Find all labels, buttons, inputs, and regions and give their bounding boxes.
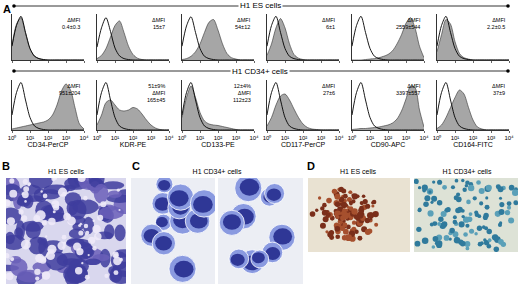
svg-text:H1 ES cells: H1 ES cells	[240, 1, 281, 10]
svg-text:B: B	[2, 160, 10, 172]
svg-text:A: A	[3, 3, 11, 15]
svg-text:10⁴: 10⁴	[334, 135, 344, 141]
svg-text:10¹: 10¹	[366, 135, 375, 141]
svg-text:10³: 10³	[147, 135, 156, 141]
svg-text:C: C	[132, 160, 140, 172]
svg-text:CD34-PerCP: CD34-PerCP	[28, 141, 69, 148]
svg-text:ΔMFI2559±544: ΔMFI2559±544	[396, 17, 421, 30]
svg-text:10³: 10³	[402, 135, 411, 141]
svg-text:D: D	[307, 160, 315, 172]
svg-text:10⁴: 10⁴	[164, 135, 174, 141]
svg-text:10¹: 10¹	[26, 135, 35, 141]
svg-text:H1 CD34+ cells: H1 CD34+ cells	[443, 168, 492, 175]
svg-text:ΔMFI6±1: ΔMFI6±1	[322, 17, 336, 30]
svg-text:ΔMFI3397±557: ΔMFI3397±557	[396, 83, 421, 96]
svg-text:H1 CD34+ cells: H1 CD34+ cells	[232, 67, 288, 76]
svg-text:ΔMFI54±12: ΔMFI54±12	[235, 17, 251, 30]
svg-text:10²: 10²	[299, 135, 308, 141]
svg-text:CD90-APC: CD90-APC	[371, 141, 406, 148]
svg-text:10⁰: 10⁰	[433, 134, 442, 141]
svg-text:51±9%ΔMFI165±45: 51±9%ΔMFI165±45	[147, 83, 166, 103]
svg-text:ΔMFI27±6: ΔMFI27±6	[322, 83, 336, 96]
svg-text:ΔMFI951±204: ΔMFI951±204	[59, 83, 81, 96]
svg-text:10²: 10²	[214, 135, 223, 141]
svg-text:ΔMFI2.2±0.5: ΔMFI2.2±0.5	[487, 17, 506, 30]
svg-text:KDR-PE: KDR-PE	[120, 141, 147, 148]
svg-text:10¹: 10¹	[111, 135, 120, 141]
svg-text:10⁴: 10⁴	[504, 135, 514, 141]
svg-text:H1 CD34+ cells: H1 CD34+ cells	[193, 168, 242, 175]
svg-text:H1 ES cells: H1 ES cells	[340, 168, 377, 175]
svg-text:CD117-PerCP: CD117-PerCP	[281, 141, 326, 148]
svg-text:10⁰: 10⁰	[348, 134, 357, 141]
svg-text:10¹: 10¹	[281, 135, 290, 141]
svg-text:10²: 10²	[129, 135, 138, 141]
svg-text:10³: 10³	[317, 135, 326, 141]
svg-text:10⁴: 10⁴	[249, 135, 259, 141]
svg-text:H1 ES cells: H1 ES cells	[48, 168, 85, 175]
svg-text:10¹: 10¹	[196, 135, 205, 141]
svg-text:10⁰: 10⁰	[263, 134, 272, 141]
svg-text:ΔMFI15±7: ΔMFI15±7	[152, 17, 166, 30]
svg-text:ΔMFI0.4±0.3: ΔMFI0.4±0.3	[62, 17, 81, 30]
svg-text:CD164-FITC: CD164-FITC	[453, 141, 493, 148]
svg-text:10⁴: 10⁴	[79, 135, 89, 141]
svg-text:10²: 10²	[384, 135, 393, 141]
svg-text:10⁴: 10⁴	[419, 135, 429, 141]
svg-text:10³: 10³	[62, 135, 71, 141]
svg-text:10³: 10³	[487, 135, 496, 141]
svg-text:10³: 10³	[232, 135, 241, 141]
svg-text:ΔMFI37±9: ΔMFI37±9	[492, 83, 506, 96]
svg-text:10⁰: 10⁰	[8, 134, 17, 141]
svg-text:10¹: 10¹	[451, 135, 460, 141]
svg-text:10⁰: 10⁰	[178, 134, 187, 141]
svg-text:10⁰: 10⁰	[93, 134, 102, 141]
svg-text:10²: 10²	[469, 135, 478, 141]
svg-text:CD133-PE: CD133-PE	[201, 141, 235, 148]
svg-text:12±4%ΔMFI112±23: 12±4%ΔMFI112±23	[233, 83, 251, 103]
svg-text:10²: 10²	[44, 135, 53, 141]
